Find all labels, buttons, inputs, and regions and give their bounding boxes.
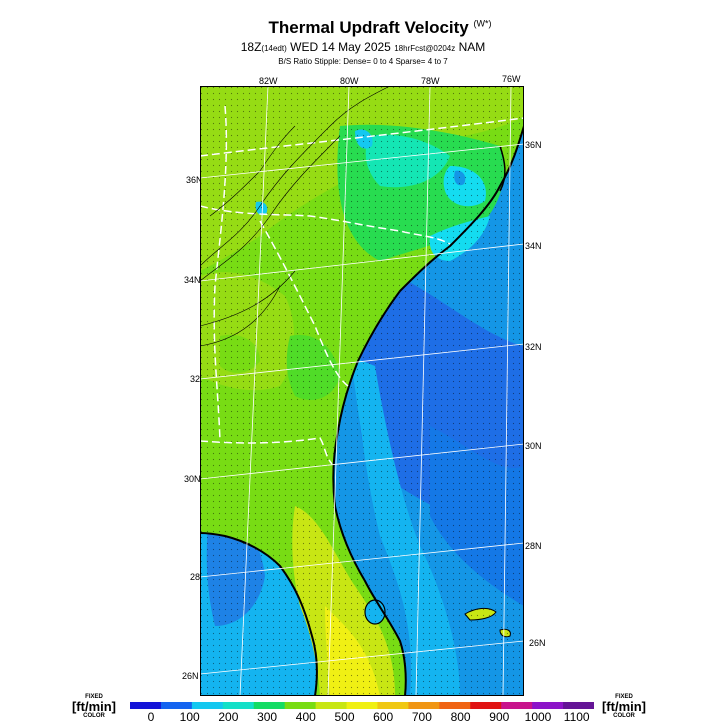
color-swatch <box>130 702 162 709</box>
state-border <box>200 437 333 465</box>
title-unit: (W*) <box>473 18 492 29</box>
legend-tick-label: 1000 <box>524 710 552 724</box>
color-swatch <box>191 702 224 709</box>
color-swatch <box>408 702 440 709</box>
lat-label-right: 30N <box>525 441 542 451</box>
legend-unit-left: FIXED [ft/min] COLOR <box>64 694 124 719</box>
color-swatch <box>253 702 286 709</box>
chart-title: Thermal Updraft Velocity (W*) <box>0 18 726 38</box>
lat-label-right: 34N <box>525 241 542 251</box>
outer-banks <box>499 145 506 192</box>
unit-label: [ft/min] <box>601 699 647 714</box>
title-text: Thermal Updraft Velocity <box>268 18 469 37</box>
valid-date: WED 14 May 2025 <box>290 40 391 54</box>
forecast-subtitle: 18Z(14edt) WED 14 May 2025 18hrFcst@0204… <box>0 40 726 54</box>
legend-tick-label: 0 <box>147 710 155 724</box>
map-frame <box>200 86 524 696</box>
valid-time: 18Z <box>240 40 262 54</box>
legend-tick-label: 800 <box>450 710 471 724</box>
color-scale-bar <box>130 702 594 709</box>
fixed-label: FIXED <box>615 694 633 700</box>
lat-label-left: 28N <box>190 572 207 582</box>
lon-label: 82W <box>259 76 278 86</box>
stipple-overlay <box>200 86 524 696</box>
color-swatch <box>315 702 348 709</box>
color-label: COLOR <box>613 713 635 719</box>
local-time: (14edt) <box>261 44 287 53</box>
color-swatch <box>439 702 471 709</box>
lon-label: 76W <box>502 74 521 84</box>
color-swatch <box>346 702 378 709</box>
terrain-contour <box>200 285 281 347</box>
gulf-coastline <box>200 532 318 696</box>
state-border <box>213 105 228 442</box>
legend-tick-label: 200 <box>218 710 239 724</box>
lon-label: 80W <box>340 76 359 86</box>
terrain-contour <box>200 270 296 327</box>
lat-label-right: 26N <box>529 638 546 648</box>
lat-label-left: 36N <box>186 175 203 185</box>
color-swatch <box>470 702 502 709</box>
lat-label-right: 28N <box>525 541 542 551</box>
legend-tick-label: 300 <box>257 710 278 724</box>
lat-label-left: 26N <box>182 671 199 681</box>
legend-tick-label: 600 <box>373 710 394 724</box>
model-name: NAM <box>458 40 486 54</box>
legend-unit-right: FIXED [ft/min] COLOR <box>594 694 654 719</box>
color-swatch <box>284 702 317 709</box>
color-swatch <box>501 702 533 709</box>
color-swatch <box>563 702 594 709</box>
lat-label-left: 34N <box>184 275 201 285</box>
legend-tick-label: 500 <box>334 710 355 724</box>
lat-label-left: 32N <box>190 374 207 384</box>
coastline <box>332 125 524 696</box>
lat-label-right: 36N <box>525 140 542 150</box>
terrain-contour <box>209 125 296 217</box>
unit-label: [ft/min] <box>71 699 117 714</box>
color-label: COLOR <box>83 713 105 719</box>
legend-tick-label: 100 <box>179 710 200 724</box>
legend-tick-label: 700 <box>411 710 432 724</box>
lon-label: 78W <box>421 76 440 86</box>
legend-tick-label: 1100 <box>563 710 590 724</box>
color-swatch <box>377 702 409 709</box>
color-swatch <box>160 702 193 709</box>
thermal-updraft-map <box>200 86 524 696</box>
forecast-hour: 18hrFcst@0204z <box>394 44 456 53</box>
color-swatch <box>532 702 564 709</box>
state-border <box>200 117 524 157</box>
terrain-contour <box>200 135 341 282</box>
stipple-note: B/S Ratio Stipple: Dense= 0 to 4 Sparse=… <box>278 57 448 66</box>
legend-tick-label: 900 <box>489 710 510 724</box>
terrain-contour <box>200 86 391 267</box>
color-swatch <box>222 702 255 709</box>
fixed-label: FIXED <box>85 694 103 700</box>
lat-label-right: 32N <box>525 342 542 352</box>
lat-lon-grid <box>200 86 524 696</box>
state-border <box>259 220 349 387</box>
state-border <box>200 205 451 245</box>
legend-tick-label: 400 <box>295 710 316 724</box>
lat-label-left: 30N <box>184 474 201 484</box>
